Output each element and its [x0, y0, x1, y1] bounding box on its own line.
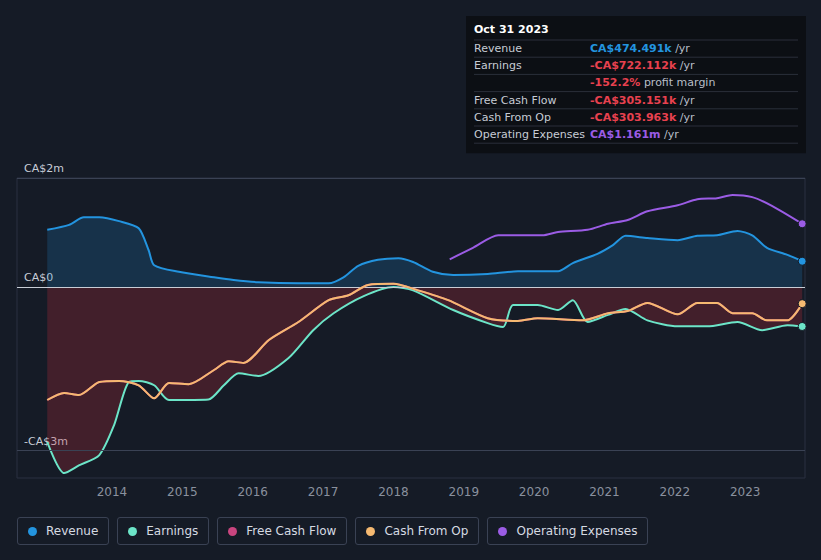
svg-text:/yr: /yr	[664, 128, 679, 141]
svg-text:/yr: /yr	[680, 94, 695, 107]
svg-text:-CA$722.112k: -CA$722.112k	[590, 59, 677, 72]
svg-text:2020: 2020	[519, 485, 550, 499]
svg-text:Operating Expenses: Operating Expenses	[474, 128, 585, 141]
svg-text:Free Cash Flow: Free Cash Flow	[474, 94, 557, 107]
svg-text:CA$1.161m: CA$1.161m	[590, 128, 661, 141]
svg-text:CA$474.491k: CA$474.491k	[590, 42, 672, 55]
svg-text:2021: 2021	[589, 485, 620, 499]
svg-text:2016: 2016	[237, 485, 268, 499]
svg-text:Revenue: Revenue	[474, 42, 522, 55]
svg-text:2017: 2017	[308, 485, 339, 499]
svg-text:2019: 2019	[448, 485, 479, 499]
html-text:Earnings: Earnings	[146, 524, 199, 538]
svg-text:2018: 2018	[378, 485, 409, 499]
svg-text:-CA$303.963k: -CA$303.963k	[590, 111, 677, 124]
svg-text:-152.2%: -152.2%	[590, 76, 640, 89]
svg-text:2022: 2022	[660, 485, 691, 499]
svg-text:/yr: /yr	[680, 111, 695, 124]
html-text:Revenue: Revenue	[46, 524, 99, 538]
svg-text:profit margin: profit margin	[644, 76, 716, 89]
svg-text:CA$0: CA$0	[24, 271, 54, 285]
html-text:Operating Expenses: Operating Expenses	[516, 524, 638, 538]
html-text:Free Cash Flow: Free Cash Flow	[246, 524, 337, 538]
svg-text:2014: 2014	[97, 485, 128, 499]
svg-text:2015: 2015	[167, 485, 198, 499]
svg-text:/yr: /yr	[675, 42, 690, 55]
svg-text:-CA$3m: -CA$3m	[24, 434, 68, 448]
svg-text:-CA$305.151k: -CA$305.151k	[590, 94, 677, 107]
svg-text:Cash From Op: Cash From Op	[474, 111, 551, 124]
svg-text:Oct 31 2023: Oct 31 2023	[474, 23, 549, 36]
svg-text:/yr: /yr	[680, 59, 695, 72]
svg-text:2023: 2023	[730, 485, 761, 499]
html-text:Cash From Op: Cash From Op	[384, 524, 469, 538]
svg-text:CA$2m: CA$2m	[24, 162, 64, 175]
svg-text:Earnings: Earnings	[474, 59, 522, 72]
